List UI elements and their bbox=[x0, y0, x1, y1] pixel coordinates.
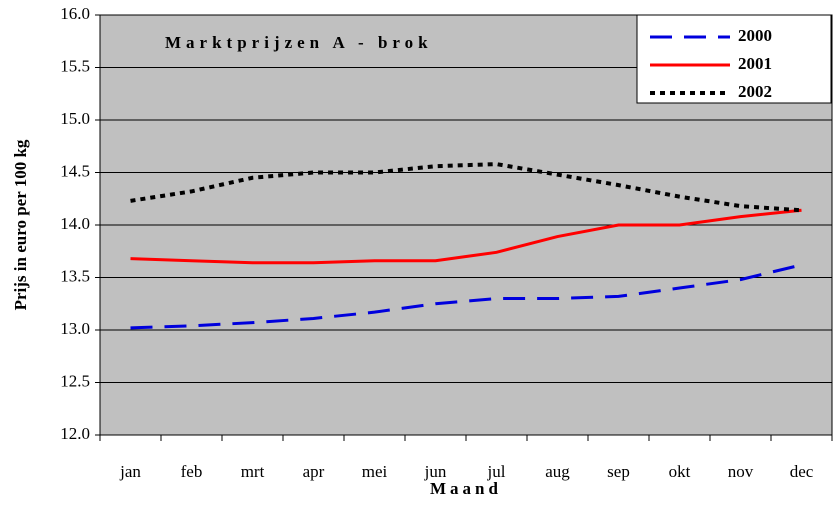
y-tick-label: 14.5 bbox=[60, 161, 90, 180]
x-tick-label: mrt bbox=[241, 462, 265, 481]
y-tick-label: 12.5 bbox=[60, 371, 90, 390]
x-tick-label: jul bbox=[487, 462, 506, 481]
y-tick-label: 14.0 bbox=[60, 214, 90, 233]
legend-label: 2000 bbox=[738, 26, 772, 45]
y-tick-label: 13.5 bbox=[60, 266, 90, 285]
x-tick-label: okt bbox=[669, 462, 691, 481]
x-tick-label: apr bbox=[303, 462, 325, 481]
x-tick-label: jun bbox=[424, 462, 447, 481]
legend-box bbox=[636, 14, 832, 104]
x-tick-label: nov bbox=[728, 462, 754, 481]
x-tick-label: aug bbox=[545, 462, 570, 481]
y-tick-label: 16.0 bbox=[60, 4, 90, 23]
x-tick-label: sep bbox=[607, 462, 630, 481]
legend-label: 2002 bbox=[738, 82, 772, 101]
x-tick-label: mei bbox=[362, 462, 388, 481]
x-tick-label: jan bbox=[119, 462, 141, 481]
legend-label: 2001 bbox=[738, 54, 772, 73]
y-tick-label: 15.5 bbox=[60, 56, 90, 75]
x-axis-label: Maand bbox=[430, 479, 502, 498]
y-tick-label: 13.0 bbox=[60, 319, 90, 338]
series-line bbox=[130, 162, 802, 213]
x-tick-label: dec bbox=[790, 462, 814, 481]
chart-title: Marktprijzen A - brok bbox=[165, 33, 433, 52]
y-tick-label: 15.0 bbox=[60, 109, 90, 128]
x-tick-label: feb bbox=[181, 462, 203, 481]
series-line bbox=[130, 208, 802, 265]
y-axis-label: Prijs in euro per 100 kg bbox=[11, 139, 30, 310]
y-tick-label: 12.0 bbox=[60, 424, 90, 443]
series-line bbox=[130, 263, 802, 330]
